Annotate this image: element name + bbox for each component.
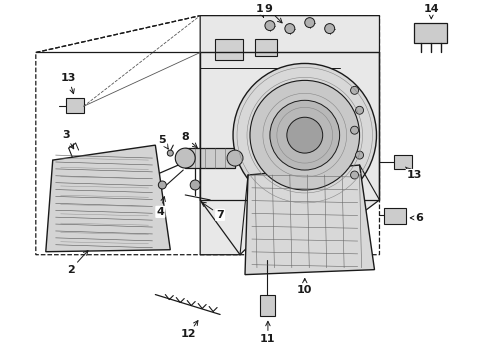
Text: 4: 4 — [156, 197, 165, 217]
Text: 11: 11 — [260, 321, 276, 345]
Bar — [215, 39, 243, 60]
Bar — [185, 148, 235, 168]
Circle shape — [356, 151, 364, 159]
Text: 2: 2 — [67, 251, 88, 275]
Text: 13: 13 — [61, 73, 76, 94]
Text: 7: 7 — [201, 202, 224, 220]
Polygon shape — [46, 145, 171, 252]
Polygon shape — [415, 23, 447, 42]
Circle shape — [227, 150, 243, 166]
Circle shape — [265, 21, 275, 31]
Text: 3: 3 — [62, 130, 74, 149]
Circle shape — [167, 150, 173, 156]
Circle shape — [350, 171, 359, 179]
Text: 5: 5 — [158, 135, 168, 149]
Text: 14: 14 — [423, 4, 439, 19]
Text: 10: 10 — [297, 279, 313, 294]
Circle shape — [158, 181, 166, 189]
Text: 13: 13 — [406, 167, 422, 180]
Circle shape — [325, 24, 335, 33]
Circle shape — [305, 18, 315, 28]
Text: 9: 9 — [264, 4, 282, 23]
Polygon shape — [200, 15, 379, 255]
Circle shape — [270, 100, 340, 170]
Circle shape — [350, 126, 359, 134]
Circle shape — [350, 86, 359, 94]
Polygon shape — [245, 165, 374, 275]
Text: 8: 8 — [181, 132, 197, 148]
Bar — [260, 294, 275, 316]
Bar — [394, 155, 413, 169]
Text: 1: 1 — [256, 4, 264, 18]
Text: 12: 12 — [180, 321, 198, 339]
Circle shape — [175, 148, 195, 168]
Circle shape — [285, 24, 295, 33]
Bar — [385, 208, 406, 224]
Circle shape — [190, 180, 200, 190]
Circle shape — [233, 63, 376, 207]
Circle shape — [287, 117, 323, 153]
Bar — [66, 98, 84, 113]
Text: 6: 6 — [410, 213, 423, 223]
Bar — [255, 39, 277, 57]
Circle shape — [356, 106, 364, 114]
Circle shape — [250, 80, 360, 190]
